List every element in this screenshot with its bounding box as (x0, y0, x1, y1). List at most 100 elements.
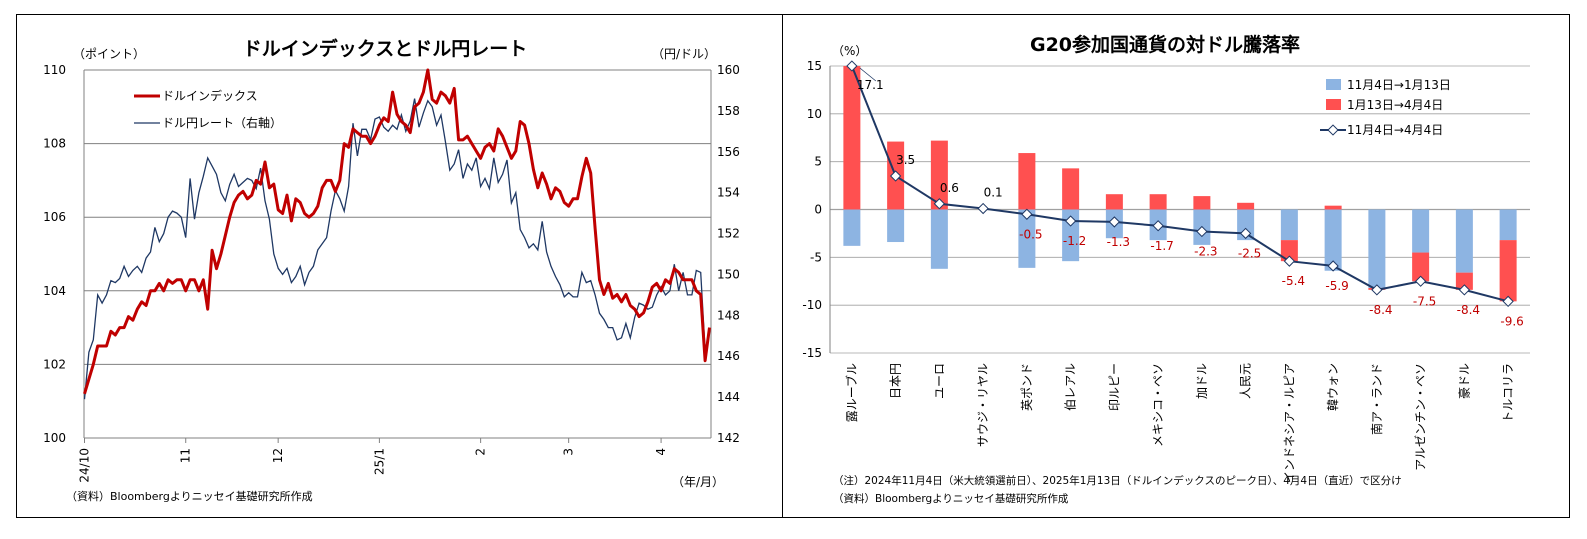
usdjpy-line (83, 98, 711, 400)
category-label: 印ルピー (1107, 363, 1121, 411)
point-value-label: 17.1 (857, 78, 884, 92)
bar-jan-apr (930, 140, 948, 210)
bar-jan-apr (1149, 194, 1167, 210)
left-y-tick-label: 102 (43, 357, 66, 371)
point-value-label: -1.7 (1150, 239, 1173, 253)
bar-nov-jan (930, 209, 948, 269)
category-label: 英ポンド (1020, 363, 1034, 411)
bar-nov-jan (1368, 209, 1386, 288)
left-y-tick-label: 104 (43, 284, 66, 298)
right-y-tick-label: -15 (802, 346, 822, 360)
bar-nov-jan (887, 209, 905, 243)
total-change-marker (846, 60, 858, 72)
right-y-tick-label: 144 (717, 390, 740, 404)
x-unit-label: （年/月） (672, 475, 724, 489)
bar-jan-apr (1324, 205, 1342, 210)
point-value-label: 3.5 (896, 153, 915, 167)
bar-nov-jan (1280, 209, 1298, 241)
left-y-tick-label: 100 (43, 431, 66, 445)
point-value-label: -1.2 (1063, 234, 1086, 248)
left-y-tick-label: 110 (43, 63, 66, 77)
left-x-tick-label: 3 (562, 448, 576, 456)
percent-unit-label: （%） (832, 44, 867, 58)
right-note: （注）2024年11月4日（米大統領選前日）、2025年1月13日（ドルインデッ… (833, 474, 1402, 487)
bar-jan-apr (1499, 240, 1517, 302)
right-chart-title: G20参加国通貨の対ドル騰落率 (1030, 33, 1300, 56)
legend-label-jan-apr: 1月13日→4月4日 (1347, 98, 1443, 112)
panel-divider (782, 14, 783, 518)
left-y-tick-label: 108 (43, 137, 66, 151)
total-change-marker (1152, 220, 1164, 232)
category-label: 人民元 (1239, 363, 1253, 399)
left-x-tick-label: 4 (654, 448, 668, 456)
legend-marker-nov-apr (1327, 124, 1339, 136)
left-x-tick-label: 24/10 (78, 448, 92, 483)
bar-jan-apr (1237, 202, 1255, 210)
left-x-tick-label: 25/1 (372, 448, 386, 475)
right-y-tick-label: -10 (802, 298, 822, 312)
right-source-note: （資料）Bloombergよりニッセイ基礎研究所作成 (833, 492, 1069, 505)
left-source-note: （資料）Bloombergよりニッセイ基礎研究所作成 (66, 489, 313, 503)
total-change-marker (1458, 284, 1471, 296)
legend-label-dollar-index: ドルインデックス (162, 88, 258, 103)
total-change-marker (1327, 260, 1339, 272)
bar-nov-jan (1062, 209, 1080, 262)
category-label: アルゼンチン・ペソ (1414, 363, 1428, 471)
right-y-tick-label: 160 (717, 63, 740, 77)
point-value-label: -2.3 (1194, 245, 1217, 259)
bar-jan-apr (843, 66, 861, 210)
total-change-marker (977, 202, 989, 215)
total-change-marker (1196, 225, 1208, 238)
bar-nov-jan (843, 209, 861, 246)
bar-jan-apr (1018, 153, 1036, 210)
left-x-tick-label: 2 (474, 448, 488, 456)
bar-jan-apr (1193, 196, 1211, 210)
right-y-tick-label: 150 (717, 267, 740, 281)
total-change-marker (1502, 295, 1514, 307)
left-legend: ドルインデックス ドル円レート（右軸） (134, 88, 282, 130)
category-label: 日本円 (889, 363, 903, 399)
category-label: メキシコ・ペソ (1151, 363, 1165, 447)
total-change-marker (933, 198, 946, 210)
point-value-label: -2.5 (1238, 246, 1261, 260)
total-change-marker (1414, 275, 1427, 287)
right-y-tick-label: 10 (807, 107, 822, 121)
bar-nov-jan (1324, 209, 1342, 271)
right-y-tick-label: -5 (810, 250, 822, 264)
point-value-label: -7.5 (1413, 294, 1436, 308)
left-y-tick-label: 106 (43, 210, 66, 224)
total-change-marker (889, 170, 902, 182)
right-y-tick-label: 152 (717, 227, 740, 241)
total-change-marker (1239, 227, 1252, 240)
left-x-tick-label: 11 (179, 448, 193, 463)
label-leader-line (859, 67, 877, 82)
category-label: 伯レアル (1063, 363, 1078, 411)
legend-swatch-jan-apr (1326, 99, 1341, 110)
total-change-marker (1371, 284, 1383, 296)
category-label: 豪ドル (1456, 363, 1471, 399)
bar-jan-apr (1455, 272, 1473, 290)
point-value-label: 0.6 (940, 181, 959, 195)
legend-label-nov-jan: 11月4日→1月13日 (1347, 78, 1451, 92)
total-change-line (850, 65, 1509, 303)
point-value-label: -8.4 (1457, 303, 1480, 317)
point-value-label: 0.1 (984, 186, 1003, 200)
point-value-label: -1.3 (1107, 235, 1130, 249)
point-value-label: -9.6 (1500, 314, 1523, 328)
bar-jan-apr (1105, 194, 1123, 210)
bar-jan-apr (1062, 168, 1080, 210)
legend-label-nov-apr: 11月4日→4月4日 (1347, 123, 1443, 137)
figure-frame (16, 14, 1570, 518)
category-label: 露ルーブル (844, 363, 859, 422)
right-y-unit-label: （円/ドル） (652, 47, 716, 61)
legend-label-usdjpy: ドル円レート（右軸） (162, 115, 282, 130)
category-label: ユーロ (932, 363, 946, 399)
right-y-tick-label: 15 (807, 59, 822, 73)
legend-swatch-nov-jan (1326, 79, 1341, 90)
right-legend: 11月4日→1月13日 1月13日→4月4日 11月4日→4月4日 (1320, 78, 1451, 137)
category-label: 韓ウォン (1326, 363, 1340, 411)
bar-jan-apr (1412, 252, 1430, 282)
bar-jan-apr (1280, 240, 1298, 262)
bar-nov-jan (1455, 209, 1473, 273)
